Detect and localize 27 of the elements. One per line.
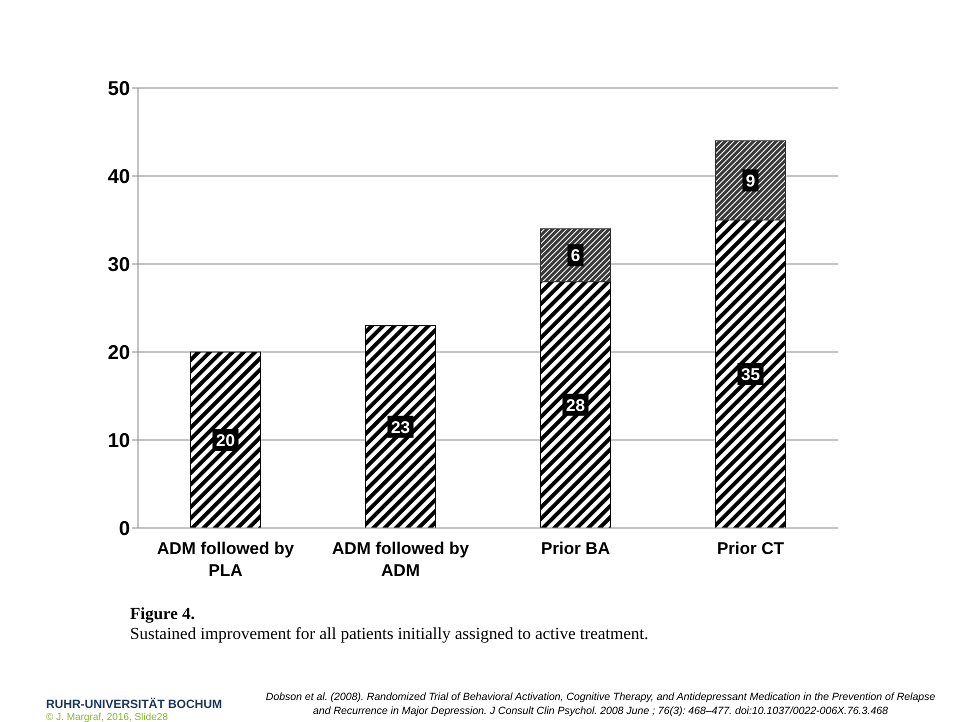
y-tick-label: 30 (108, 254, 130, 276)
data-label: 23 (391, 418, 410, 437)
bar (715, 220, 786, 528)
x-tick-label: ADM followed by PLA (157, 539, 295, 580)
bar (540, 228, 611, 282)
data-label: 9 (746, 171, 756, 190)
bar (715, 140, 786, 220)
y-tick-label: 50 (108, 78, 130, 100)
y-tick-label: 0 (118, 518, 130, 540)
x-tick-label: Prior BA (541, 539, 610, 558)
y-tick-label: 20 (108, 342, 130, 364)
data-label: 28 (566, 396, 585, 415)
data-label: 6 (570, 246, 580, 266)
text: Sustained improvement for all patients initially assigned to active treatment. (130, 624, 648, 644)
bar (190, 352, 261, 528)
y-tick-label: 40 (108, 166, 130, 188)
data-label: 20 (216, 431, 235, 450)
text: RUHR-UNIVERSITÄT BOCHUM (46, 697, 222, 711)
data-label: 35 (741, 365, 760, 384)
text: Dobson et al. (2008). Randomized Trial of Behavioral Activation, Cognitive Therapy, and Antidepressant Medication in the Prevention of Relapse and Recurrence in Major Depression. J Consult Clin Psychol. 2008 June ; 76(3): 468–477. doi:10.1037/0022-006X.76.3.468 (264, 690, 936, 718)
text: © J. Margraf, 2016, Slide28 (46, 711, 169, 722)
y-tick-label: 10 (108, 430, 130, 452)
x-tick-label: ADM followed by ADM (332, 539, 470, 580)
caption: Figure 4. (130, 604, 196, 624)
bar (365, 325, 436, 528)
x-tick-label: Prior CT (716, 539, 785, 558)
bar (540, 281, 611, 528)
